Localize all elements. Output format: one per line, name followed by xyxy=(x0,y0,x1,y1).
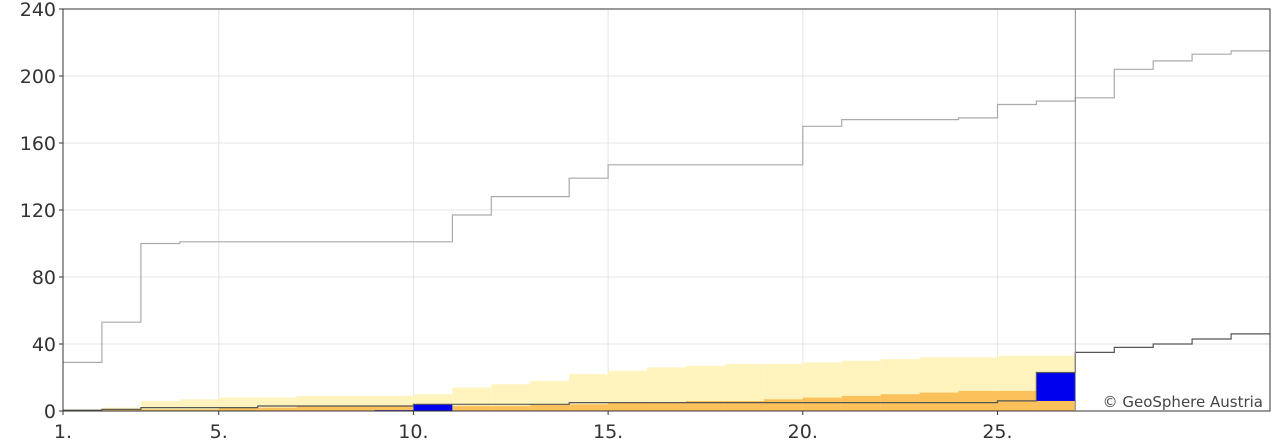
x-tick-label-5: 5. xyxy=(210,421,228,443)
lower-band-day-6 xyxy=(257,407,297,411)
lower-band-day-18 xyxy=(724,400,764,411)
lower-band-day-17 xyxy=(685,400,725,411)
grid-lines xyxy=(62,8,1270,412)
x-tick-label-10: 10. xyxy=(398,421,428,443)
x-tick-label-25: 25. xyxy=(982,421,1012,443)
line-series xyxy=(63,50,1270,411)
y-tick-label-0: 0 xyxy=(44,401,56,423)
lower-band-day-24 xyxy=(958,390,998,411)
lower-band-day-9 xyxy=(374,405,414,411)
lower-band-day-3 xyxy=(140,409,180,411)
lower-band-day-16 xyxy=(647,402,686,411)
lower-band-day-15 xyxy=(608,402,648,411)
lower-band-day-21 xyxy=(841,395,881,411)
credit-label: © GeoSphere Austria xyxy=(1103,393,1263,411)
lower-band-day-19 xyxy=(763,399,803,411)
y-tick-label-240: 240 xyxy=(20,0,56,21)
lower-band-day-14 xyxy=(569,404,609,411)
upper-band-day-11 xyxy=(452,387,492,411)
lower-band-day-5 xyxy=(218,407,258,411)
lower-band-day-12 xyxy=(491,405,531,411)
x-tick-label-20: 20. xyxy=(788,421,818,443)
upper-band-day-3 xyxy=(140,400,180,411)
lower-band-day-7 xyxy=(296,405,336,411)
lower-band-day-11 xyxy=(452,405,492,411)
max-line xyxy=(63,50,1270,363)
mean-line xyxy=(63,333,1270,411)
y-axis-ticks: 0 40 80 120 160 200 240 xyxy=(20,0,63,423)
upper-band-day-4 xyxy=(179,399,219,411)
y-tick-label-160: 160 xyxy=(20,133,56,155)
lower-band-day-2 xyxy=(101,409,141,411)
x-axis-ticks: 1. 5. 10. 15. 20. 25. xyxy=(54,411,1013,443)
lower-band-day-20 xyxy=(802,397,842,411)
lower-band-day-8 xyxy=(335,405,375,411)
lower-band-day-13 xyxy=(530,404,570,411)
x-tick-label-1: 1. xyxy=(54,421,72,443)
y-tick-label-120: 120 xyxy=(20,200,56,222)
actual-bar-day-26 xyxy=(1036,372,1076,401)
y-tick-label-200: 200 xyxy=(20,66,56,88)
lower-band-day-4 xyxy=(179,409,219,411)
actual-bar-day-10 xyxy=(413,404,453,411)
x-tick-label-15: 15. xyxy=(593,421,623,443)
y-tick-label-40: 40 xyxy=(32,334,56,356)
lower-band-day-23 xyxy=(919,392,959,411)
y-tick-label-80: 80 xyxy=(32,267,56,289)
